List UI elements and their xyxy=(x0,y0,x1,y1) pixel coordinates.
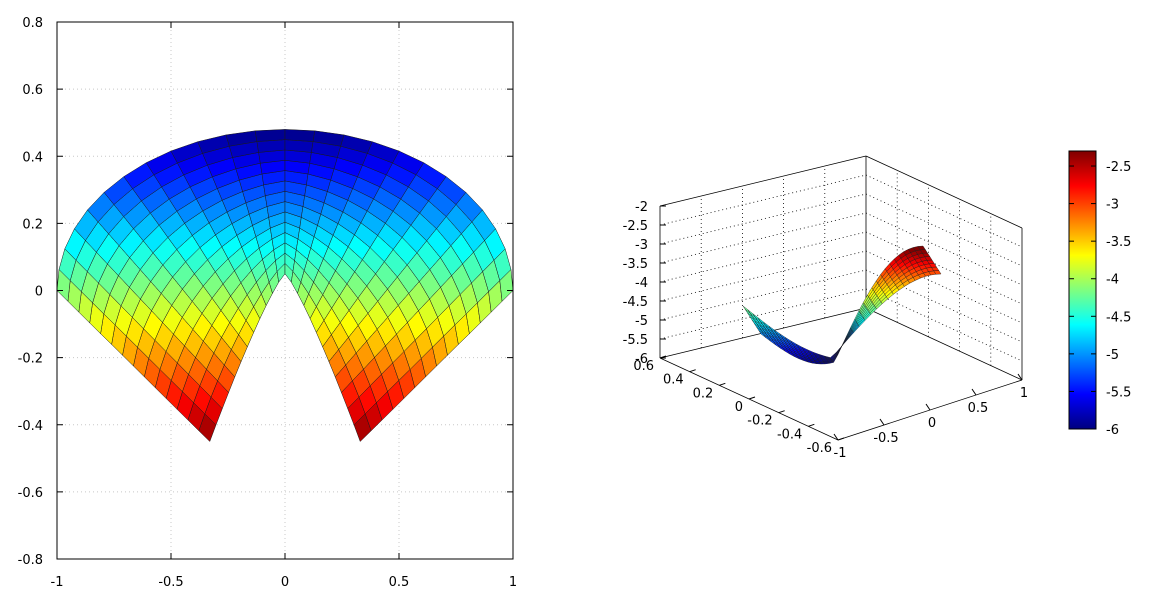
3d-z-tick-label: -3 xyxy=(635,238,648,253)
left-x-ticks: -1 -0.5 0 0.5 1 xyxy=(51,22,517,590)
3d-surface-cell xyxy=(742,305,751,314)
3d-x-tick-label: 1 xyxy=(1020,386,1028,401)
3d-box-back xyxy=(659,155,1023,381)
3d-box-front xyxy=(659,357,1023,441)
3d-surface-cell xyxy=(823,362,830,365)
left-surface-mesh xyxy=(56,129,514,442)
left-surface-cell xyxy=(284,129,316,142)
3d-back-gridline xyxy=(659,288,867,340)
colorbar-gradient xyxy=(1068,150,1097,430)
colorbar: -2.5 -3 -3.5 -4 -4.5 -5 -5.5 -6 xyxy=(1068,150,1131,438)
left-y-tick-label: -0.2 xyxy=(18,352,43,367)
3d-z-ticks: -2 -2.5 -3 -3.5 -4 -4.5 -5 -5.5 -6 xyxy=(623,200,666,367)
3d-z-tick-label: -2.5 xyxy=(623,219,648,234)
colorbar-tick-label: -2.5 xyxy=(1106,160,1131,175)
3d-z-tick-label: -2 xyxy=(635,200,648,215)
left-surface-cell xyxy=(256,139,286,153)
colorbar-tick-label: -3.5 xyxy=(1106,235,1131,250)
3d-surface-cell xyxy=(837,345,843,356)
3d-y-tick-label: 0.4 xyxy=(663,373,684,388)
3d-back-gridline xyxy=(865,174,1023,248)
left-heatmap-plot: -1 -0.5 0 0.5 1 0.8 0.6 0.4 0.2 0 -0.2 -0.4 -0.6 -0.… xyxy=(18,16,518,590)
left-x-tick-label: -0.5 xyxy=(158,575,183,590)
left-y-tick-label: -0.6 xyxy=(18,486,43,501)
3d-z-tick-label: -6 xyxy=(635,352,648,367)
3d-z-tick-label: -5 xyxy=(635,314,648,329)
3d-x-tick-mark xyxy=(833,433,839,441)
3d-y-tick-label: 0 xyxy=(735,400,743,415)
3d-x-tick-mark xyxy=(971,388,977,396)
3d-back-gridline xyxy=(865,193,1023,267)
3d-y-tick-mark xyxy=(778,410,785,414)
3d-x-tick-label: -0.5 xyxy=(873,431,898,446)
left-x-tick-label: -1 xyxy=(51,575,64,590)
colorbar-tick-label: -5.5 xyxy=(1106,385,1131,400)
3d-back-gridline xyxy=(659,250,867,302)
3d-z-tick-label: -4 xyxy=(635,276,648,291)
left-y-tick-label: 0.2 xyxy=(22,217,43,232)
3d-back-gridline xyxy=(659,193,867,245)
3d-x-tick-mark xyxy=(1017,373,1023,381)
3d-z-tick-label: -5.5 xyxy=(623,333,648,348)
left-surface-cell xyxy=(284,139,314,153)
left-y-tick-label: -0.4 xyxy=(18,419,43,434)
3d-x-tick-label: 0.5 xyxy=(968,401,989,416)
3d-back-gridline xyxy=(659,174,867,226)
left-y-tick-label: 0.6 xyxy=(22,83,43,98)
3d-y-tick-label: -0.6 xyxy=(807,441,832,456)
3d-box-edge xyxy=(659,155,867,207)
3d-surface-cell xyxy=(917,245,926,251)
3d-back-gridline xyxy=(865,288,1023,362)
right-3d-surface-plot: -2 -2.5 -3 -3.5 -4 -4.5 -5 -5.5 -6 0.6 0.4 0.2 0 -0.… xyxy=(623,155,1028,461)
left-y-ticks: 0.8 0.6 0.4 0.2 0 -0.2 -0.4 -0.6 -0.8 xyxy=(18,16,513,568)
colorbar-tick-label: -5 xyxy=(1106,348,1119,363)
3d-box-edge xyxy=(865,155,1023,229)
3d-back-gridline xyxy=(865,212,1023,286)
colorbar-tick-label: -3 xyxy=(1106,198,1119,213)
left-surface-cell xyxy=(254,129,286,142)
left-x-tick-label: 0.5 xyxy=(389,575,410,590)
3d-z-tick-label: -4.5 xyxy=(623,295,648,310)
3d-y-ticks: 0.6 0.4 0.2 0 -0.2 -0.4 -0.6 xyxy=(633,355,845,456)
3d-y-tick-mark xyxy=(808,423,815,427)
left-y-tick-label: 0 xyxy=(35,285,43,300)
3d-y-tick-label: 0.2 xyxy=(693,386,714,401)
left-y-tick-label: 0.8 xyxy=(22,16,43,31)
3d-surface-mesh xyxy=(742,245,942,365)
3d-z-tick-label: -3.5 xyxy=(623,257,648,272)
colorbar-ticks: -2.5 -3 -3.5 -4 -4.5 -5 -5.5 -6 xyxy=(1069,160,1131,438)
3d-y-tick-mark xyxy=(748,396,756,400)
3d-x-tick-label: -1 xyxy=(834,446,847,461)
3d-y-tick-mark xyxy=(837,437,845,441)
3d-back-gridline xyxy=(659,212,867,264)
3d-back-gridline xyxy=(659,231,867,283)
3d-x-tick-label: 0 xyxy=(928,416,936,431)
left-y-tick-label: 0.4 xyxy=(22,150,43,165)
colorbar-tick-label: -6 xyxy=(1106,423,1119,438)
left-x-tick-label: 1 xyxy=(509,575,517,590)
left-x-tick-label: 0 xyxy=(281,575,289,590)
colorbar-tick-label: -4.5 xyxy=(1106,310,1131,325)
left-y-tick-label: -0.8 xyxy=(18,553,43,568)
3d-x-ticks: -1 -0.5 0 0.5 1 xyxy=(833,373,1028,461)
3d-y-tick-mark xyxy=(719,382,726,386)
3d-y-tick-label: 0.6 xyxy=(633,359,654,374)
3d-y-tick-mark xyxy=(659,355,667,359)
3d-y-tick-label: -0.4 xyxy=(777,427,802,442)
3d-box-edge xyxy=(865,307,1023,381)
colorbar-tick-label: -4 xyxy=(1106,273,1119,288)
3d-y-tick-label: -0.2 xyxy=(747,414,772,429)
3d-back-gridline xyxy=(659,269,867,321)
3d-x-tick-mark xyxy=(879,418,885,426)
3d-x-tick-mark xyxy=(925,403,931,411)
3d-y-tick-mark xyxy=(689,369,696,373)
3d-back-gridline xyxy=(865,231,1023,305)
